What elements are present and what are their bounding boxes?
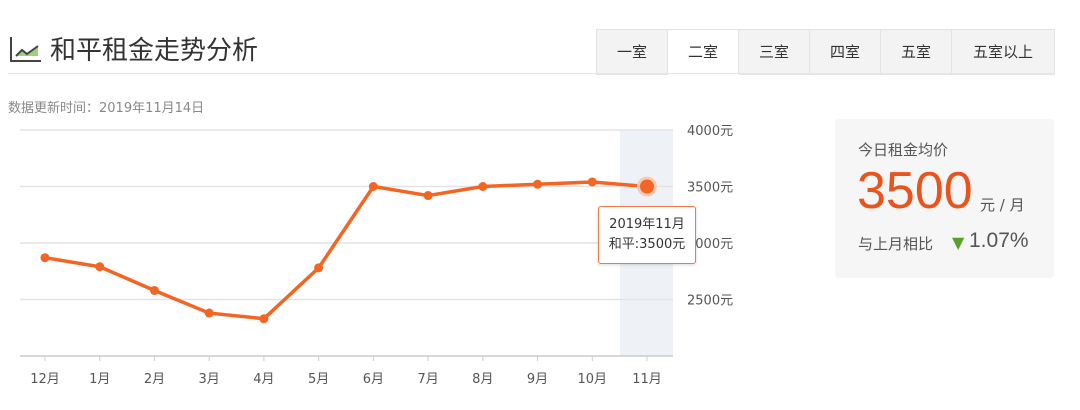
x-tick-label: 1月 <box>89 372 110 387</box>
y-tick-label: 2500元 <box>687 294 733 309</box>
y-tick-label: 3500元 <box>687 181 733 196</box>
data-point <box>204 308 214 318</box>
data-point <box>640 179 654 194</box>
tab-2-room[interactable]: 二室 <box>668 29 739 75</box>
room-type-tabs: 一室 二室 三室 四室 五室 五室以上 <box>596 29 1055 75</box>
tab-1-room[interactable]: 一室 <box>596 29 668 75</box>
y-tick-label: 3000元 <box>687 237 733 252</box>
data-point <box>149 285 159 295</box>
data-point <box>533 179 543 189</box>
data-point <box>423 191 433 201</box>
page-title: 和平租金走势分析 <box>8 30 258 67</box>
data-point <box>314 263 324 273</box>
data-point <box>259 314 269 324</box>
change-percent: 1.07% <box>969 229 1029 252</box>
data-point <box>95 262 105 272</box>
x-tick-label: 4月 <box>253 372 274 387</box>
down-arrow-icon: ▼ <box>952 233 965 252</box>
chart-tooltip: 2019年11月 和平:3500元 <box>598 206 696 264</box>
tooltip-value: 和平:3500元 <box>608 237 686 252</box>
update-time: 数据更新时间：2019年11月14日 <box>8 101 205 116</box>
tab-4-room[interactable]: 四室 <box>810 29 881 75</box>
data-point <box>368 182 378 191</box>
compare-label: 与上月相比 <box>858 235 934 253</box>
average-rent-card: 今日租金均价 3500 元 / 月 与上月相比 ▼ 1.07% <box>835 119 1054 278</box>
x-tick-label: 3月 <box>199 372 220 387</box>
x-tick-label: 5月 <box>308 372 329 387</box>
x-tick-label: 11月 <box>632 372 662 387</box>
x-tick-label: 12月 <box>30 372 60 387</box>
line-chart-icon <box>10 36 41 62</box>
price-unit: 元 / 月 <box>980 196 1025 214</box>
x-tick-label: 9月 <box>527 372 548 387</box>
x-tick-label: 7月 <box>417 372 438 387</box>
tab-3-room[interactable]: 三室 <box>739 29 810 75</box>
title-text: 和平租金走势分析 <box>50 36 259 66</box>
average-rent-label: 今日租金均价 <box>858 141 949 159</box>
data-point <box>40 253 50 263</box>
x-tick-label: 8月 <box>472 372 493 387</box>
divider <box>8 73 1054 74</box>
data-point <box>587 177 597 187</box>
series-line <box>44 180 648 321</box>
x-tick-label: 6月 <box>363 372 384 387</box>
tooltip-date: 2019年11月 <box>609 217 685 232</box>
x-tick-label: 2月 <box>144 372 165 387</box>
average-rent-price: 3500 <box>857 162 973 220</box>
y-tick-label: 4000元 <box>687 124 733 139</box>
rent-trend-chart: 2500元 3000元 3500元 4000元 12月 1月 2月 3月 4月 5月 6月 7月 8月 9… <box>20 124 733 387</box>
tab-5-room[interactable]: 五室 <box>881 29 952 75</box>
tab-5plus-room[interactable]: 五室以上 <box>952 29 1055 75</box>
data-point <box>478 182 488 191</box>
x-tick-label: 10月 <box>577 372 607 387</box>
